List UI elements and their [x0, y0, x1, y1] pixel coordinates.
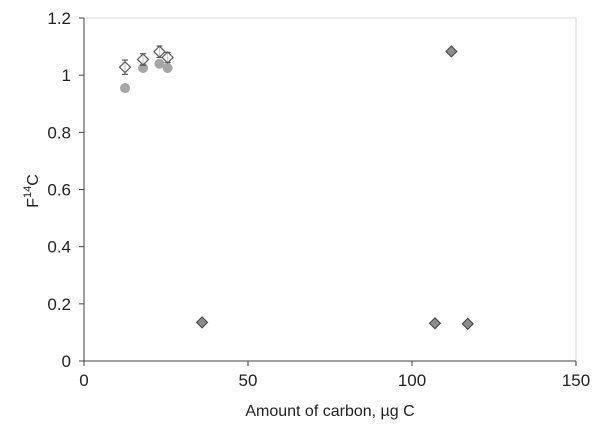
- y-axis-title: F14C: [22, 174, 42, 208]
- x-tick-label: 50: [239, 371, 258, 390]
- x-tick-label: 0: [79, 371, 88, 390]
- data-point: [136, 53, 150, 66]
- data-point: [120, 83, 130, 94]
- data-point: [195, 316, 209, 329]
- x-tick-label: 100: [398, 371, 426, 390]
- data-point: [162, 63, 173, 74]
- series-2: [118, 45, 174, 75]
- series-layer: [118, 45, 474, 331]
- y-axis-title-superscript: 14: [22, 186, 34, 198]
- data-point: [161, 51, 174, 64]
- x-tick-label: 150: [562, 371, 590, 390]
- y-tick-label: 1: [62, 66, 71, 85]
- data-point: [461, 317, 474, 331]
- x-axis-title: Amount of carbon, µg C: [245, 403, 414, 420]
- y-tick-label: 0.6: [47, 181, 71, 200]
- series-3: [195, 45, 474, 331]
- data-point: [445, 45, 458, 58]
- y-tick-label: 0.2: [47, 295, 71, 314]
- y-tick-label: 0.4: [47, 238, 71, 257]
- data-point: [428, 317, 442, 330]
- y-axis-title-main: F: [25, 198, 42, 208]
- data-point: [154, 58, 165, 69]
- axes: 0 50 100 150 0 0.2 0.4 0.6 0.8 1 1.2: [47, 9, 590, 390]
- plot-border: [83, 17, 577, 362]
- plot-area: [83, 17, 577, 362]
- y-tick-label: 0: [62, 352, 71, 371]
- y-tick-label: 0.8: [47, 123, 71, 142]
- data-point: [153, 45, 166, 59]
- y-tick-label: 1.2: [47, 9, 71, 28]
- data-point: [118, 60, 132, 74]
- y-axis-title-tail: C: [25, 174, 42, 186]
